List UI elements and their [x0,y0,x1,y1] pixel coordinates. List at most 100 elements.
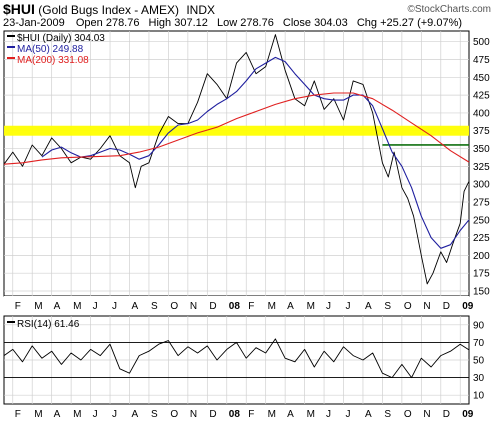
price-x-tick-label: M [73,301,81,312]
price-x-tick-label: J [93,301,98,312]
rsi-x-tick-label: O [170,409,178,420]
low-value: 278.76 [240,17,274,29]
rsi-legend-entry: RSI(14) 61.46 [17,319,80,330]
rsi-x-tick-label: F [15,409,21,420]
price-x-tick-label: M [307,301,315,312]
rsi-y-tick-label: 90 [473,320,485,331]
rsi-x-tick-label: J [346,409,351,420]
open-value: 278.76 [105,17,140,29]
rsi-x-tick-label: J [112,409,117,420]
price-x-tick-label: J [346,301,351,312]
rsi-x-tick-label: N [423,409,430,420]
ticker-symbol: $HUI [3,1,35,17]
price-y-tick-label: 350 [473,144,490,155]
price-x-tick-label: N [190,301,197,312]
close-value: 304.03 [314,17,348,29]
price-y-tick-label: 250 [473,215,490,226]
price-x-tick-label: F [15,301,21,312]
rsi-y-tick-label: 50 [473,356,485,367]
low-label: Low [216,17,238,29]
price-y-tick-label: 175 [473,269,490,280]
price-x-tick-label: M [268,301,276,312]
price-x-tick-label: S [384,301,391,312]
legend-swatch [7,46,15,48]
rsi-x-tick-label: D [443,409,450,420]
price-x-tick-label: 09 [462,301,474,312]
quote-line: 23-Jan-2009 Open 278.76 High 307.12 Low … [3,17,462,29]
price-x-tick-label: A [365,301,372,312]
rsi-series-line [3,338,470,379]
price-x-tick-label: A [131,301,138,312]
legend-entry: MA(200) 331.08 [17,55,89,66]
price-series-line [3,34,470,285]
price-x-tick-label: O [170,301,178,312]
rsi-x-tick-label: 09 [462,409,474,420]
price-y-tick-label: 500 [473,37,490,48]
legend-entry: $HUI (Daily) 304.03 [17,33,105,44]
brand-logo: ©StockCharts.com [407,4,491,15]
chg-value: +25.27 (+9.07%) [380,17,463,29]
price-panel-frame [3,30,470,297]
high-value: 307.12 [174,17,208,29]
price-x-tick-label: J [326,301,331,312]
rsi-x-tick-label: J [326,409,331,420]
chg-label: Chg [356,17,378,29]
ma50-series-line [41,56,470,249]
rsi-legend-swatch [7,321,15,323]
price-x-tick-label: S [151,301,158,312]
price-y-tick-label: 150 [473,287,490,298]
price-y-tick-label: 200 [473,251,490,262]
price-x-tick-label: 08 [229,301,241,312]
rsi-x-tick-label: A [365,409,372,420]
rsi-x-tick-label: F [248,409,254,420]
legend-entry: MA(50) 249.88 [17,44,84,55]
rsi-x-tick-label: M [268,409,276,420]
rsi-x-tick-label: A [54,409,61,420]
rsi-x-tick-label: S [384,409,391,420]
open-label: Open [75,17,103,29]
price-x-tick-label: N [423,301,430,312]
rsi-x-tick-label: M [307,409,315,420]
price-y-tick-label: 375 [473,126,490,137]
price-x-tick-label: D [209,301,216,312]
quote-date: 23-Jan-2009 [3,17,65,29]
rsi-x-tick-label: N [190,409,197,420]
rsi-y-tick-label: 30 [473,373,485,384]
close-label: Close [282,17,312,29]
rsi-x-tick-label: M [73,409,81,420]
exchange-label: INDX [186,3,215,17]
rsi-x-tick-label: J [93,409,98,420]
price-y-tick-label: 425 [473,91,490,102]
rsi-x-tick-label: 08 [229,409,241,420]
price-x-tick-label: O [404,301,412,312]
rsi-x-tick-label: O [404,409,412,420]
price-x-tick-label: F [248,301,254,312]
price-x-tick-label: D [443,301,450,312]
price-y-tick-label: 300 [473,180,490,191]
rsi-x-tick-label: S [151,409,158,420]
ma200-series-line [3,92,470,165]
rsi-x-tick-label: D [209,409,216,420]
price-x-tick-label: A [287,301,294,312]
legend-swatch [7,57,15,59]
price-x-tick-label: M [34,301,42,312]
chart-header-title: $HUI (Gold Bugs Index - AMEX) INDX [3,1,215,17]
rsi-x-tick-label: M [34,409,42,420]
price-y-tick-label: 275 [473,197,490,208]
high-label: High [148,17,172,29]
price-y-tick-label: 450 [473,73,490,84]
price-y-tick-label: 400 [473,108,490,119]
price-x-tick-label: J [112,301,117,312]
price-y-tick-label: 325 [473,162,490,173]
price-y-tick-label: 225 [473,233,490,244]
price-x-axis [4,296,469,312]
index-name: (Gold Bugs Index - AMEX) [38,3,179,17]
rsi-y-tick-label: 10 [473,391,485,402]
rsi-x-tick-label: A [287,409,294,420]
rsi-x-tick-label: A [131,409,138,420]
price-x-tick-label: A [54,301,61,312]
rsi-y-tick-label: 70 [473,338,485,349]
resistance-band [4,125,469,136]
price-y-tick-label: 475 [473,55,490,66]
